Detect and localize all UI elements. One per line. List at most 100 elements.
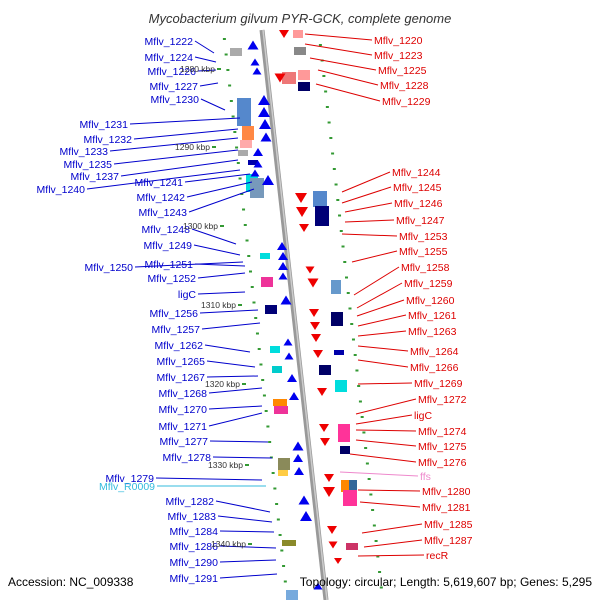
- gene-box: [294, 47, 306, 55]
- gene-label-right: Mflv_1223: [374, 50, 423, 62]
- leader-line: [155, 477, 263, 481]
- leader-line: [200, 98, 226, 111]
- tick-mark: [318, 44, 322, 46]
- tick-mark: [378, 571, 382, 573]
- gene-arrow: [294, 467, 304, 475]
- leader-line: [201, 322, 261, 330]
- gene-label-right: Mflv_1266: [410, 362, 459, 374]
- leader-line: [197, 69, 217, 72]
- gene-arrow: [287, 374, 297, 382]
- gene-box: [341, 480, 349, 492]
- leader-line: [357, 330, 407, 337]
- gene-label-left: Mflv_1241: [135, 177, 184, 189]
- leader-line: [199, 309, 259, 314]
- gene-label-left: Mflv_1256: [150, 308, 199, 320]
- kbp-tick: [220, 225, 224, 227]
- kbp-labels: 1280 kbp 1290 kbp 1300 kbp 1310 kbp 1320 kbp…: [175, 64, 252, 549]
- backbone-highlight: [262, 29, 328, 600]
- gene-arrow: [300, 511, 312, 521]
- tick-mark: [278, 534, 282, 536]
- gene-arrow: [260, 132, 272, 142]
- gene-box: [260, 253, 270, 259]
- leader-line: [219, 559, 277, 563]
- gene-box: [340, 446, 350, 454]
- gene-arrow: [258, 107, 270, 117]
- gene-label-left: Mflv_1237: [71, 171, 120, 183]
- kbp-label: 1290 kbp: [175, 142, 210, 152]
- gene-label-left: Mflv_1279: [106, 473, 155, 485]
- gene-arrow: [278, 252, 288, 260]
- left-gene-labels: Mflv_1222Mflv_1224Mflv_1226Mflv_1227Mflv…: [37, 36, 219, 585]
- gene-label-right: Mflv_1258: [401, 262, 450, 274]
- gene-box: [286, 590, 298, 600]
- leader-line: [208, 412, 263, 427]
- leader-line: [357, 382, 413, 385]
- tick-mark: [259, 363, 263, 366]
- tick-mark: [283, 580, 287, 583]
- kbp-label: 1310 kbp: [201, 300, 236, 310]
- gene-arrow: [252, 67, 262, 75]
- tick-mark: [369, 493, 373, 496]
- tick-mark: [324, 90, 328, 93]
- gene-label-left: Mflv_1224: [145, 52, 194, 64]
- gene-box: [274, 406, 288, 414]
- gene-label-left: Mflv_1248: [142, 224, 191, 236]
- gene-arrow: [259, 119, 271, 129]
- gene-box: [261, 277, 273, 287]
- tick-mark: [261, 379, 265, 381]
- leader-line: [353, 266, 400, 296]
- gene-arrow: [295, 193, 307, 203]
- gene-label-right: Mflv_1275: [418, 441, 467, 453]
- tick-mark: [276, 518, 280, 521]
- tick-mark: [228, 84, 232, 87]
- tick-mark: [332, 168, 336, 170]
- tick-mark: [222, 38, 226, 40]
- leader-line: [206, 375, 259, 378]
- kbp-tick: [242, 383, 246, 385]
- gene-arrow: [277, 242, 287, 250]
- gene-label-left: Mflv_1283: [168, 511, 217, 523]
- leader-line: [355, 414, 413, 425]
- gene-box: [346, 543, 358, 550]
- gene-box: [242, 126, 254, 140]
- kbp-label: 1280 kbp: [180, 64, 215, 74]
- tick-mark: [271, 472, 275, 474]
- tick-mark: [275, 503, 279, 505]
- gene-arrow: [327, 526, 337, 534]
- tick-mark: [266, 425, 270, 428]
- gene-arrow: [279, 30, 289, 38]
- gene-label-right: Mflv_1276: [418, 457, 467, 469]
- gene-arrow: [289, 392, 299, 400]
- gene-label-left: Mflv_1262: [155, 340, 204, 352]
- gene-box: [343, 490, 357, 506]
- gene-label-right: Mflv_1220: [374, 35, 423, 47]
- gene-label-right: ffs: [420, 471, 431, 483]
- gene-label-left: Mflv_1291: [170, 573, 219, 585]
- gene-label-left: Mflv_1242: [137, 192, 186, 204]
- kbp-label: 1300 kbp: [183, 221, 218, 231]
- leader-line: [197, 291, 246, 295]
- gene-label-right: Mflv_1274: [418, 426, 467, 438]
- leader-line: [113, 149, 239, 165]
- gene-arrow: [311, 334, 321, 342]
- leader-line: [355, 398, 417, 415]
- gene-label-right: Mflv_1245: [393, 182, 442, 194]
- tick-mark: [365, 462, 369, 465]
- tick-mark: [336, 199, 340, 201]
- gene-box: [270, 346, 280, 353]
- tick-mark: [235, 146, 239, 149]
- tick-mark: [331, 152, 335, 155]
- gene-label-right: Mflv_1281: [422, 502, 471, 514]
- tick-mark: [343, 261, 347, 263]
- gene-box: [349, 480, 357, 492]
- tick-mark: [226, 69, 230, 71]
- gene-arrow: [313, 350, 323, 358]
- tick-mark: [257, 348, 261, 350]
- gene-label-left: Mflv_1235: [64, 159, 113, 171]
- gene-label-left: Mflv_1227: [150, 81, 199, 93]
- gene-label-left: Mflv_1257: [152, 324, 201, 336]
- gene-box: [298, 82, 310, 91]
- gene-arrow: [305, 266, 315, 274]
- gene-label-left: Mflv_1249: [144, 240, 193, 252]
